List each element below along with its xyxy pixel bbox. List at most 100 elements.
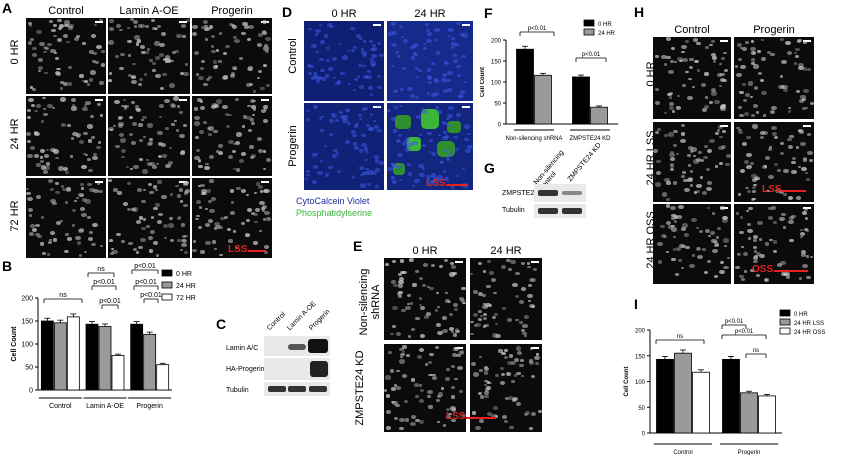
- bar: [130, 323, 144, 391]
- micrograph-d-progerin-0hr: [304, 103, 384, 190]
- micrograph-a-progerin-72hr: [192, 178, 272, 258]
- bar: [656, 358, 674, 434]
- bar: [590, 106, 608, 125]
- bar: [572, 76, 590, 125]
- micrograph-h-control-0hr: [653, 37, 731, 119]
- y-tick-label: 0: [642, 432, 646, 438]
- blot-g-tubulin: [534, 204, 586, 218]
- micrograph-h-progerin-24oss: [734, 204, 814, 284]
- panel-a-row-72hr: 72 HR: [9, 200, 21, 232]
- panel-h-lss-arrow: [782, 190, 806, 192]
- panel-d-lss-arrow: [446, 184, 468, 186]
- panel-a-lss-label: LSS: [228, 244, 248, 255]
- chart-f: 0 50 100 150 200 Cell Count Non-silencing shRN…: [480, 19, 618, 142]
- blot-c-lamin: [264, 336, 330, 356]
- panel-d-stain-phosphatidylserine: Phosphatidylserine: [296, 208, 373, 218]
- micrograph-d-progerin-24hr: [387, 103, 473, 190]
- panel-g-label: G: [484, 160, 495, 176]
- micrograph-d-control-24hr: [387, 21, 473, 101]
- micrograph-a-control-72hr: [26, 178, 106, 258]
- y-tick-label: 200: [635, 329, 646, 335]
- panel-e-row-nonsilencing: Non-silencing shRNA: [358, 268, 382, 336]
- legend-swatch: [161, 269, 173, 277]
- panel-a-row-24hr: 24 HR: [9, 118, 21, 150]
- panel-h-col-control: Control: [674, 24, 710, 36]
- micrograph-e-ns-0hr: [384, 258, 466, 340]
- y-tick-label: 200: [491, 39, 502, 45]
- x-tick-label: Non-silencing shRNA: [505, 136, 562, 142]
- micrograph-d-control-0hr: [304, 21, 384, 101]
- bar: [98, 326, 112, 391]
- bar: [722, 358, 740, 434]
- panel-a-col-control: Control: [48, 5, 84, 17]
- panel-c-label: C: [216, 316, 227, 332]
- panel-d-col-0hr: 0 HR: [331, 8, 357, 20]
- panel-h-oss-arrow: [774, 270, 808, 272]
- bar: [40, 320, 54, 391]
- bar: [111, 355, 125, 391]
- panel-f-label: F: [484, 5, 493, 21]
- panel-c-row-ha: HA-Progerin: [226, 366, 265, 373]
- bar: [692, 371, 710, 434]
- micrograph-h-control-24lss: [653, 122, 731, 202]
- micrograph-h-progerin-24lss: [734, 122, 814, 202]
- legend-label: 24 HR: [598, 31, 616, 37]
- panel-e-col-24hr: 24 HR: [490, 245, 522, 257]
- panel-g-row-zmpste24: ZMPSTE24: [502, 190, 539, 197]
- blot-g-zmpste24: [534, 184, 586, 202]
- panel-a-row-0hr: 0 HR: [9, 39, 21, 65]
- significance-label: p<0.01: [93, 279, 115, 286]
- bar: [53, 322, 67, 391]
- bar: [85, 323, 99, 391]
- bar: [758, 395, 776, 434]
- micrograph-h-progerin-0hr: [734, 37, 814, 119]
- legend-label: 24 HR OSS: [794, 330, 825, 336]
- significance-label: ns: [59, 292, 67, 299]
- significance-label: p<0.01: [528, 26, 547, 32]
- legend-label: 72 HR: [176, 295, 196, 302]
- micrograph-a-progerin-24hr: [192, 96, 272, 176]
- y-tick-label: 0: [498, 123, 502, 129]
- x-tick-label: ZMPSTE24 KD: [569, 136, 611, 142]
- panel-h-label: H: [634, 4, 645, 20]
- legend-label: 24 HR LSS: [794, 321, 824, 327]
- x-tick-label: Lamin A-OE: [86, 403, 124, 410]
- legend-swatch: [161, 293, 173, 301]
- panel-d-col-24hr: 24 HR: [414, 8, 446, 20]
- panel-c-row-tubulin: Tubulin: [226, 387, 249, 394]
- y-tick-label: 150: [635, 354, 646, 360]
- micrograph-a-control-24hr: [26, 96, 106, 176]
- micrograph-a-lamin-0hr: [108, 18, 190, 94]
- micrograph-a-lamin-72hr: [108, 178, 190, 258]
- blot-c-ha: [264, 358, 330, 380]
- y-tick-label: 100: [635, 380, 646, 386]
- bar: [143, 333, 157, 391]
- legend-label: 0 HR: [598, 22, 612, 28]
- y-tick-label: 50: [25, 365, 33, 372]
- bar: [156, 364, 170, 391]
- legend-swatch: [583, 19, 595, 27]
- panel-d-stain-cytocalcein: CytoCalcein Violet: [296, 196, 370, 206]
- micrograph-a-progerin-0hr: [192, 18, 272, 94]
- panel-d-lss-label: LSS: [426, 178, 446, 189]
- y-tick-label: 0: [29, 388, 33, 395]
- panel-a-label: A: [2, 0, 13, 16]
- panel-c-lane-progerin: Progerin: [308, 308, 332, 332]
- panel-e-row-zmpste24kd: ZMPSTE24 KD: [354, 350, 366, 426]
- y-tick-label: 100: [491, 81, 502, 87]
- panel-a-col-lamin: Lamin A-OE: [119, 5, 179, 17]
- micrograph-a-control-0hr: [26, 18, 106, 94]
- bar: [674, 352, 692, 434]
- bar: [534, 74, 552, 125]
- panel-b-label: B: [2, 258, 13, 274]
- chart-i: 0 50 100 150 200 Cell Count Control Progerin 0 H…: [624, 309, 825, 455]
- legend-swatch: [779, 309, 791, 317]
- legend-swatch: [779, 327, 791, 335]
- y-tick-label: 150: [491, 60, 502, 66]
- y-tick-label: 200: [21, 296, 33, 303]
- micrograph-e-ns-24hr: [470, 258, 542, 340]
- micrograph-e-kd-0hr: [384, 344, 466, 432]
- significance-label: ns: [753, 348, 759, 354]
- panel-d-row-control: Control: [287, 38, 299, 74]
- y-axis-label: Cell Count: [11, 326, 18, 362]
